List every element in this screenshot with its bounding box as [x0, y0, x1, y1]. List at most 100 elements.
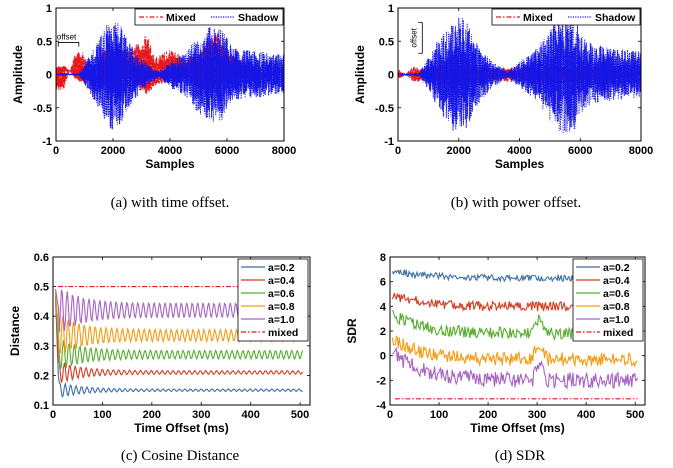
y-tick-label: -0.5	[375, 103, 394, 115]
x-tick-label: 400	[242, 409, 260, 421]
plot-area	[398, 15, 641, 134]
x-tick-label: 500	[626, 409, 644, 421]
y-tick-label: 4	[380, 301, 387, 313]
x-tick-label: 300	[192, 409, 210, 421]
x-tick-label: 0	[50, 409, 56, 421]
x-tick-label: 0	[53, 145, 59, 157]
y-tick-label: 0	[46, 70, 52, 82]
x-tick-label: 400	[577, 409, 595, 421]
y-tick-label: -0.5	[33, 103, 52, 115]
x-axis-label: Samples	[145, 157, 195, 171]
y-tick-label: 0.5	[379, 36, 394, 48]
plot-frame	[397, 7, 642, 142]
y-tick-label: 8	[380, 252, 386, 264]
series-line-shadow	[398, 15, 641, 134]
offset-annotation: offset	[57, 33, 77, 42]
x-tick-label: 4000	[507, 145, 531, 157]
x-axis-label: Time Offset (ms)	[134, 421, 228, 435]
x-axis-label: Time Offset (ms)	[470, 421, 564, 435]
legend-label-mixed: Mixed	[523, 12, 553, 24]
x-tick-label: 8000	[272, 145, 296, 157]
series-line-a-0-2	[54, 296, 303, 398]
series-line-a-1-0	[392, 347, 639, 390]
x-tick-label: 500	[291, 409, 309, 421]
y-axis-label: Distance	[8, 306, 22, 356]
legend-label-a-0-6: a=0.6	[603, 288, 630, 300]
x-tick-label: 0	[387, 409, 393, 421]
x-tick-label: 2000	[101, 145, 125, 157]
offset-bracket	[57, 42, 80, 47]
x-tick-label: 6000	[215, 145, 239, 157]
plot-area	[56, 22, 284, 130]
y-tick-label: 0.6	[34, 252, 49, 264]
y-tick-label: 0.5	[34, 282, 49, 294]
legend-box	[237, 258, 309, 342]
y-tick-label: -2	[376, 375, 386, 387]
y-axis-label: Amplitude	[353, 45, 367, 104]
legend-label-a-0-2: a=0.2	[268, 262, 295, 274]
panel-c-cosine-distance: 0 100 200 300 400 500 0.1 0.2 0.3 0.4 0.5 0.6 Time O…	[8, 252, 311, 464]
plot-frame	[389, 256, 646, 406]
panel-d-sdr: 0 100 200 300 400 500 -4 -2 0 2 4 6 8 Time Offset (ms…	[345, 252, 646, 464]
y-tick-label: -1	[42, 136, 52, 148]
legend-box	[572, 258, 644, 342]
legend-label-a-0-8: a=0.8	[268, 301, 295, 313]
offset-annotation: offset	[409, 27, 418, 47]
panel-b-power-offset: 0 2000 4000 6000 8000 -1 -0.5 0 0.5 1 Samples Ampli…	[353, 3, 653, 211]
legend-label-a-0-8: a=0.8	[603, 301, 630, 313]
x-tick-label: 200	[143, 409, 161, 421]
legend-label-mixed: mixed	[268, 327, 298, 339]
legend-label-mixed: mixed	[603, 327, 633, 339]
legend-box	[134, 8, 284, 26]
x-tick-label: 0	[395, 145, 401, 157]
y-tick-label: -4	[376, 400, 387, 412]
legend-label-a-1-0: a=1.0	[603, 314, 630, 326]
legend-box	[491, 8, 641, 26]
y-tick-label: 0.5	[37, 36, 52, 48]
x-tick-label: 200	[479, 409, 497, 421]
y-tick-label: -1	[384, 136, 394, 148]
legend-label-a-1-0: a=1.0	[268, 314, 295, 326]
x-tick-label: 100	[93, 409, 111, 421]
y-axis-label: Amplitude	[11, 45, 25, 104]
plot-frame	[55, 7, 285, 142]
y-axis-label: SDR	[345, 318, 359, 344]
y-tick-label: 0.3	[34, 341, 49, 353]
x-tick-label: 6000	[568, 145, 592, 157]
x-tick-label: 8000	[629, 145, 653, 157]
y-tick-label: 0	[380, 351, 386, 363]
legend-label-a-0-2: a=0.2	[603, 262, 630, 274]
plot-frame	[52, 256, 311, 406]
series-line-a-0-8	[391, 335, 638, 368]
panel-caption: (a) with time offset.	[111, 195, 230, 211]
x-tick-label: 4000	[158, 145, 182, 157]
y-tick-label: 0.1	[34, 400, 49, 412]
panel-a-time-offset: 0 2000 4000 6000 8000 -1 -0.5 0 0.5 1 Samples Ampli…	[11, 3, 296, 211]
y-tick-label: 0.4	[34, 311, 50, 323]
y-tick-label: 0	[388, 70, 394, 82]
offset-bracket	[418, 22, 423, 54]
panel-caption: (c) Cosine Distance	[121, 448, 240, 464]
y-tick-label: 1	[388, 3, 394, 15]
legend-label-a-0-4: a=0.4	[603, 275, 630, 287]
y-tick-label: 1	[46, 3, 52, 15]
legend-label-shadow: Shadow	[595, 12, 636, 24]
x-tick-label: 2000	[447, 145, 471, 157]
y-tick-label: 2	[380, 326, 386, 338]
legend: Mixed Shadow	[134, 8, 284, 26]
x-tick-label: 100	[430, 409, 448, 421]
y-tick-label: 0.2	[34, 370, 49, 382]
legend: Mixed Shadow	[491, 8, 641, 26]
legend-label-mixed: Mixed	[166, 12, 196, 24]
legend-label-a-0-4: a=0.4	[268, 275, 295, 287]
legend-label-shadow: Shadow	[238, 12, 279, 24]
y-tick-label: 6	[380, 277, 386, 289]
series-line-a-0-4	[54, 295, 304, 383]
legend-label-a-0-6: a=0.6	[268, 288, 295, 300]
x-axis-label: Samples	[495, 157, 545, 171]
panel-caption: (b) with power offset.	[451, 195, 582, 211]
panel-caption: (d) SDR	[495, 448, 545, 464]
